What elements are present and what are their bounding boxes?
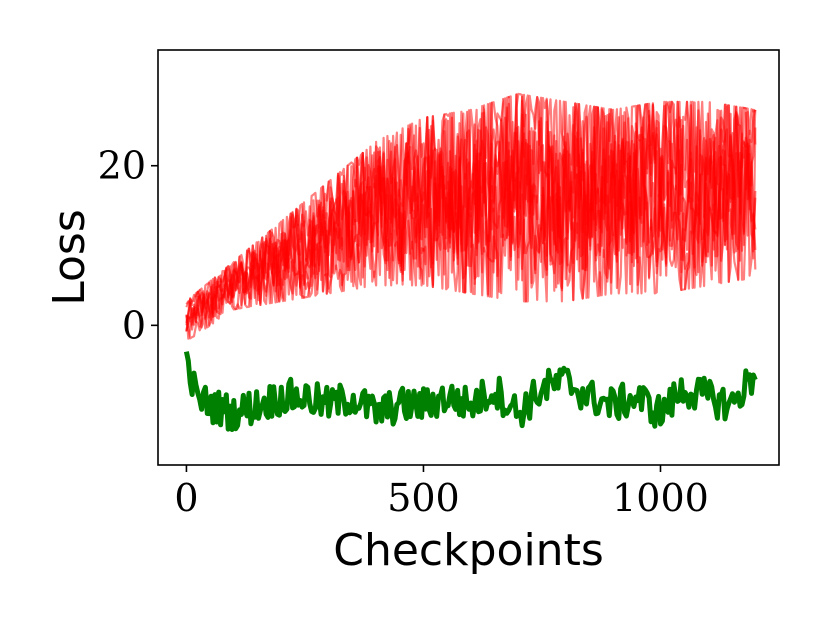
red-series-line-9 [185, 128, 757, 340]
y-tick-label: 0 [122, 303, 146, 347]
y-axis-ticks: 0 20 [98, 144, 158, 347]
series-layer [183, 92, 758, 432]
plot-frame [157, 49, 780, 466]
y-tick-label: 20 [98, 144, 146, 188]
x-tick-label: 0 [174, 476, 198, 520]
y-axis-label: Loss [44, 209, 95, 306]
red-series-line-8 [185, 92, 757, 324]
green-series-line [183, 351, 758, 432]
x-axis-label: Checkpoints [333, 525, 604, 576]
x-axis-ticks: 0 500 1000 [174, 465, 709, 520]
red-series-line-10 [185, 93, 757, 332]
x-tick-label: 500 [387, 476, 460, 520]
x-tick-label: 1000 [612, 476, 709, 520]
